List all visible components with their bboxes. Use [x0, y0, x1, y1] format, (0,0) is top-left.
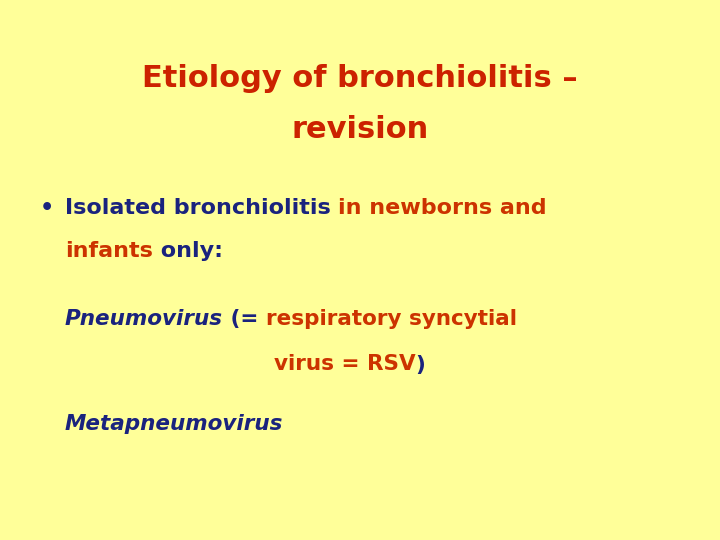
Text: Metapneumovirus: Metapneumovirus [65, 414, 283, 434]
Text: only:: only: [153, 241, 222, 261]
Text: Isolated bronchiolitis: Isolated bronchiolitis [65, 198, 338, 218]
Text: infants: infants [65, 241, 153, 261]
Text: revision: revision [292, 115, 428, 144]
Text: respiratory syncytial: respiratory syncytial [266, 308, 517, 329]
Text: ): ) [415, 354, 425, 375]
Text: Pneumovirus: Pneumovirus [65, 308, 222, 329]
Text: Etiology of bronchiolitis –: Etiology of bronchiolitis – [142, 64, 578, 93]
Text: (=: (= [222, 308, 266, 329]
Text: virus = RSV: virus = RSV [274, 354, 415, 375]
Text: •: • [40, 198, 54, 218]
Text: in newborns and: in newborns and [338, 198, 547, 218]
